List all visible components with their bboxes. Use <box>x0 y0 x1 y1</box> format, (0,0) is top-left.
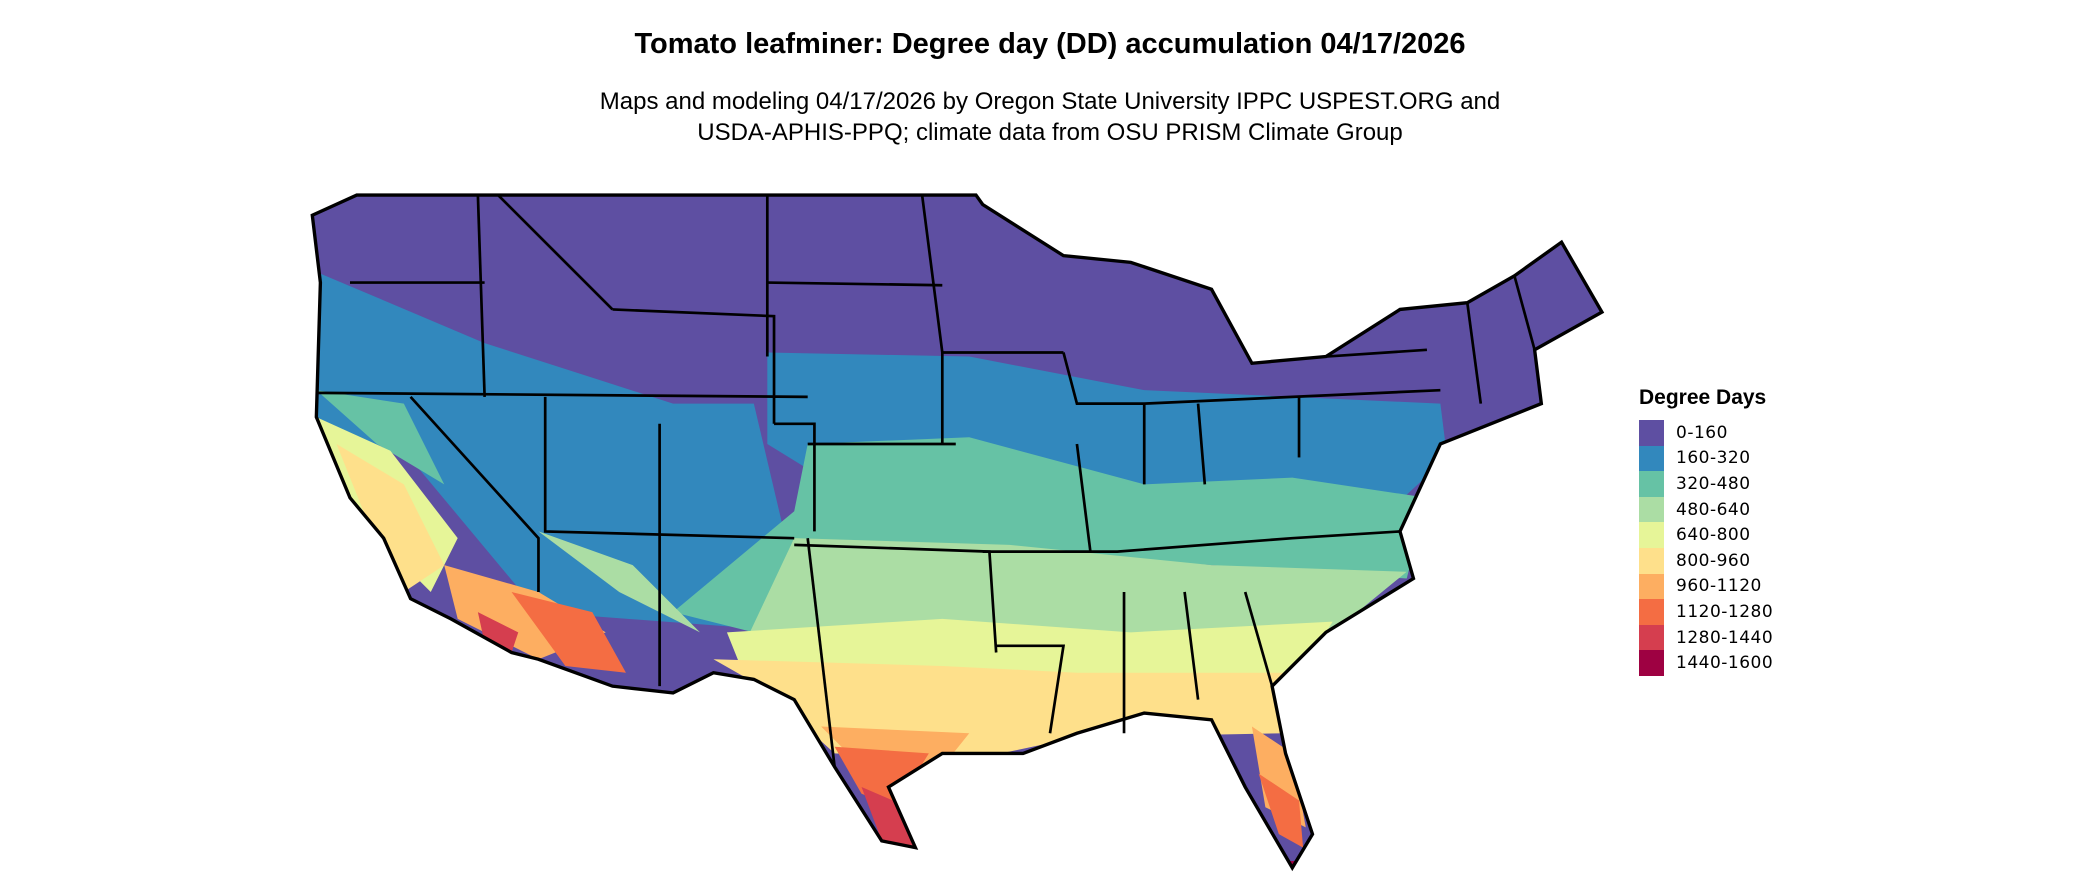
legend-label: 1120-1280 <box>1676 601 1774 622</box>
dd-zone <box>1258 773 1304 848</box>
state-border <box>316 391 808 399</box>
legend-item: 960-1120 <box>1639 573 1773 600</box>
state-borders <box>316 194 1536 768</box>
state-border <box>996 644 1066 734</box>
legend-label: 1440-1600 <box>1676 653 1774 674</box>
dd-zones <box>312 195 1602 868</box>
legend-swatch <box>1639 522 1664 548</box>
dd-zone <box>861 787 916 848</box>
legend-swatch <box>1639 599 1664 625</box>
legend-item: 1440-1600 <box>1639 650 1773 676</box>
state-border <box>1183 591 1200 700</box>
state-border <box>982 530 1401 553</box>
legend-label: 960-1120 <box>1676 576 1762 597</box>
dd-zone <box>673 437 1427 633</box>
state-border <box>806 538 836 768</box>
state-border <box>1243 591 1274 687</box>
legend-item: 640-800 <box>1639 522 1773 548</box>
state-border <box>1513 275 1536 351</box>
legend-label: 480-640 <box>1676 499 1751 520</box>
map-subtitle: Maps and modeling 04/17/2026 by Oregon S… <box>0 86 2100 148</box>
state-border <box>767 281 943 287</box>
legend-item: 480-640 <box>1639 496 1773 523</box>
legend-swatch <box>1639 471 1664 497</box>
state-border <box>1465 302 1483 404</box>
state-border <box>476 195 486 397</box>
legend-swatch <box>1639 624 1664 651</box>
dd-zone <box>312 269 808 633</box>
subtitle-line-2: USDA-APHIS-PPQ; climate data from OSU PR… <box>697 119 1403 146</box>
legend-item: 1280-1440 <box>1639 624 1774 651</box>
state-border <box>497 194 614 311</box>
legend-swatch <box>1639 445 1664 472</box>
dd-zone <box>336 443 445 592</box>
legend-title: Degree Days <box>1639 386 1767 409</box>
legend-item: 1120-1280 <box>1639 599 1773 625</box>
legend-label: 1280-1440 <box>1676 627 1774 648</box>
state-border <box>543 396 795 540</box>
legend-label: 640-800 <box>1676 525 1751 546</box>
state-border <box>1075 443 1092 552</box>
dd-zone <box>834 746 929 808</box>
legend-items: 0-160 160-320 320-480 480-640 640-800 800-960… <box>1639 420 1773 676</box>
legend-label: 0-160 <box>1676 422 1728 443</box>
legend-swatch <box>1639 573 1664 600</box>
state-border <box>1196 403 1207 485</box>
state-border <box>612 308 776 424</box>
legend-label: 320-480 <box>1676 473 1751 494</box>
legend-swatch <box>1639 420 1664 446</box>
legend-item: 0-160 <box>1639 420 1773 446</box>
legend-swatch <box>1639 650 1664 676</box>
legend-label: 160-320 <box>1676 448 1751 469</box>
dd-zone <box>511 591 626 673</box>
subtitle-line-1: Maps and modeling 04/17/2026 by Oregon S… <box>599 88 1501 115</box>
legend-item: 320-480 <box>1639 471 1773 497</box>
legend-label: 800-960 <box>1676 550 1751 571</box>
legend: Degree Days 0-160 160-320 320-480 480-640 64… <box>1639 386 1773 676</box>
legend-swatch <box>1639 547 1664 574</box>
legend-swatch <box>1639 496 1664 523</box>
state-border <box>774 422 816 532</box>
dd-zone <box>316 390 445 485</box>
state-border <box>1325 348 1428 358</box>
map-title: Tomato leafminer: Degree day (DD) accumu… <box>634 28 1466 60</box>
state-border <box>409 395 540 592</box>
legend-item: 160-320 <box>1639 445 1773 472</box>
legend-item: 800-960 <box>1639 547 1773 574</box>
